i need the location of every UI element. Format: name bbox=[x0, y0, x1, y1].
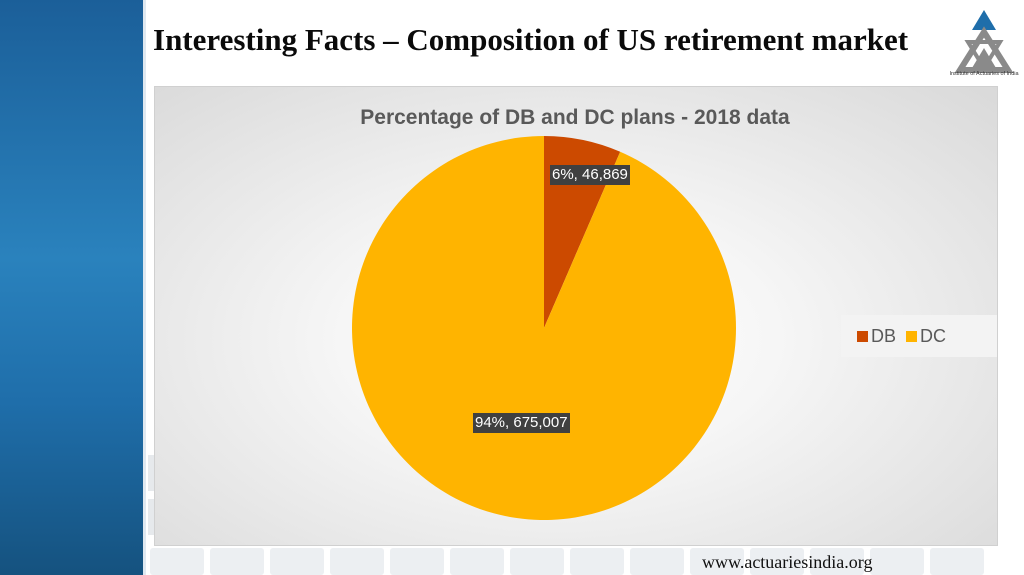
legend-item-dc: DC bbox=[906, 326, 946, 347]
logo-caption: Institute of Actuaries of India bbox=[949, 71, 1019, 77]
legend-item-db: DB bbox=[857, 326, 896, 347]
legend-label-db: DB bbox=[871, 325, 897, 346]
institute-logo bbox=[954, 10, 1014, 73]
footer-url: www.actuariesindia.org bbox=[702, 552, 873, 572]
slide-title: Interesting Facts – Composition of US re… bbox=[153, 22, 909, 57]
legend-swatch-db bbox=[857, 330, 868, 342]
pie-slice-dc bbox=[352, 136, 737, 520]
data-label-db: 6%, 46,869 bbox=[550, 165, 630, 185]
data-label-dc: 94%, 675,007 bbox=[473, 413, 570, 433]
chart-legend: DB DC bbox=[841, 315, 997, 357]
decorative-tile-strip bbox=[146, 548, 1024, 575]
legend-label-dc: DC bbox=[920, 325, 947, 346]
legend-swatch-dc bbox=[906, 330, 918, 342]
chart-panel: Percentage of DB and DC plans - 2018 dat… bbox=[154, 86, 998, 546]
chart-title: Percentage of DB and DC plans - 2018 dat… bbox=[360, 106, 790, 129]
left-decorative-band bbox=[0, 0, 146, 575]
decorative-tiles-left bbox=[148, 455, 156, 545]
